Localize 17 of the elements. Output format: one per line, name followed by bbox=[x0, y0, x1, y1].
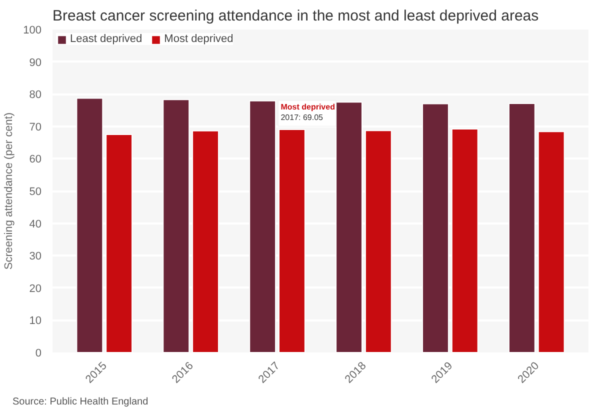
legend-label: Least deprived bbox=[70, 33, 142, 45]
y-tick-label: 90 bbox=[29, 56, 42, 69]
y-tick-label: 50 bbox=[29, 186, 42, 198]
y-tick-label: 70 bbox=[29, 121, 42, 134]
annotation: Most deprived 2017: 69.05 bbox=[280, 102, 336, 122]
legend-label: Most deprived bbox=[164, 33, 234, 45]
y-tick-label: 30 bbox=[29, 250, 42, 263]
y-tick-label: 20 bbox=[29, 282, 42, 295]
y-tick-label: 0 bbox=[35, 348, 42, 360]
y-tick-label: 80 bbox=[29, 89, 42, 102]
chart-title: Breast cancer screening attendance in the most and least deprived areas bbox=[52, 8, 539, 24]
y-axis-title: Screening attendance (per cent) bbox=[3, 112, 16, 270]
y-tick-label: 100 bbox=[23, 24, 42, 36]
y-tick-label: 40 bbox=[29, 218, 42, 230]
source-note: Source: Public Health England bbox=[12, 396, 148, 408]
y-tick-label: 60 bbox=[29, 154, 42, 166]
y-tick-label: 10 bbox=[29, 315, 42, 328]
